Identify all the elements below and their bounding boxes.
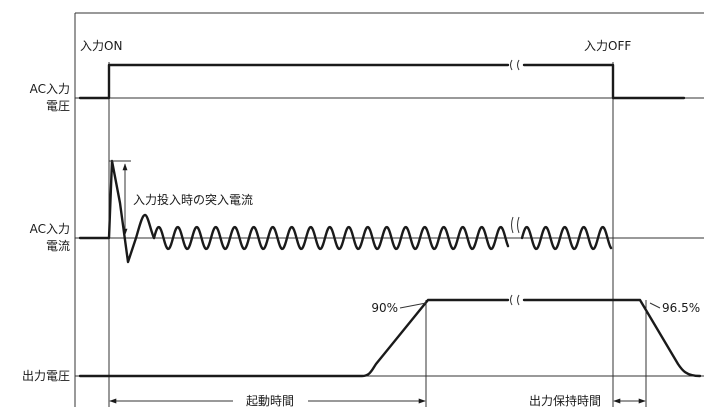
rise-90-label: 90% xyxy=(371,301,398,315)
time-markers xyxy=(108,62,647,407)
input-off-label: 入力OFF xyxy=(584,39,631,53)
ac-current-waveform xyxy=(78,159,613,264)
startup-time-label: 起動時間 xyxy=(246,394,294,407)
current-sine-before-break xyxy=(152,225,510,251)
break-mark xyxy=(510,294,520,306)
fall-96-leader xyxy=(649,302,661,309)
inrush-current-label: 入力投入時の突入電流 xyxy=(133,192,253,207)
fall-96-label: 96.5% xyxy=(662,301,700,315)
ac-voltage-waveform xyxy=(78,59,686,100)
output-voltage-waveform xyxy=(78,294,702,378)
ac-current-label: AC入力 xyxy=(30,222,70,236)
rise-90-leader xyxy=(399,302,427,309)
current-sine-after-break xyxy=(520,225,613,251)
break-mark xyxy=(511,216,520,234)
ac-current-label-2: 電流 xyxy=(46,239,70,253)
break-mark xyxy=(510,59,520,71)
ac-voltage-label: AC入力 xyxy=(30,82,70,96)
input-on-label: 入力ON xyxy=(80,39,122,53)
inrush-arrow xyxy=(109,160,131,236)
ac-voltage-label-2: 電圧 xyxy=(46,99,70,113)
holdup-time-label: 出力保持時間 xyxy=(529,393,601,407)
output-voltage-label: 出力電圧 xyxy=(22,369,70,383)
